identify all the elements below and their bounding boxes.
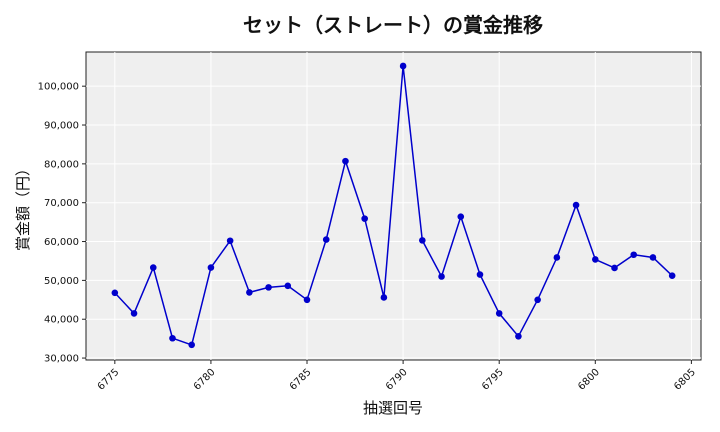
data-point <box>553 254 561 261</box>
x-tick-label: 6800 <box>576 367 602 393</box>
data-point <box>207 264 215 271</box>
data-point <box>303 296 311 304</box>
x-tick-label: 6775 <box>96 367 122 393</box>
data-point <box>668 272 676 280</box>
data-point <box>226 237 234 245</box>
series <box>111 62 676 349</box>
y-tick-label: 60,000 <box>44 237 79 248</box>
data-point <box>591 256 599 263</box>
data-point <box>169 334 176 342</box>
data-point <box>438 273 445 280</box>
data-point <box>572 201 580 209</box>
y-tick-label: 80,000 <box>44 159 79 170</box>
data-point <box>322 236 330 243</box>
x-tick-label: 6785 <box>288 367 314 393</box>
data-point <box>399 62 407 70</box>
data-point <box>457 213 465 220</box>
data-point <box>630 251 638 259</box>
y-tick-label: 30,000 <box>44 354 79 365</box>
data-point <box>342 157 349 165</box>
x-tick-label: 6805 <box>672 367 698 393</box>
data-point <box>361 215 368 222</box>
y-ticks: 30,000 40,000 50,000 60,000 70,000 80,000 90,0… <box>38 82 86 365</box>
chart-title: セット（ストレート）の賞金推移 <box>243 13 543 37</box>
data-point <box>495 310 503 317</box>
x-ticks: 6775 6780 6785 6790 6795 6800 6805 <box>96 360 698 393</box>
data-point <box>611 264 618 272</box>
y-axis-label: 賞金額（円） <box>14 161 32 251</box>
data-point <box>419 237 426 244</box>
data-point <box>380 294 388 301</box>
data-point <box>188 341 196 349</box>
y-tick-label: 70,000 <box>44 198 79 209</box>
data-point <box>111 289 119 297</box>
data-point <box>265 284 272 291</box>
plot-area <box>85 51 702 361</box>
y-tick-label: 100,000 <box>38 82 79 93</box>
x-tick-label: 6795 <box>480 367 506 393</box>
x-tick-label: 6780 <box>192 367 218 393</box>
y-tick-label: 40,000 <box>44 315 79 326</box>
x-tick-label: 6790 <box>384 367 410 393</box>
data-point <box>284 282 292 290</box>
data-point <box>149 264 157 271</box>
data-point <box>649 254 657 261</box>
grid <box>86 52 701 360</box>
x-axis-label: 抽選回号 <box>363 399 423 417</box>
data-point <box>534 296 541 304</box>
data-point <box>476 271 484 278</box>
data-point <box>246 289 253 296</box>
data-point <box>130 310 138 317</box>
series-line <box>114 65 673 346</box>
y-tick-label: 50,000 <box>44 276 79 287</box>
y-tick-label: 90,000 <box>44 121 79 132</box>
data-point <box>515 333 522 340</box>
